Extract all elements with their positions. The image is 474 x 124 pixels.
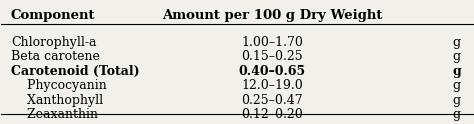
Text: Phycocyanin: Phycocyanin <box>11 79 107 92</box>
Text: 12.0–19.0: 12.0–19.0 <box>241 79 303 92</box>
Text: 0.15–0.25: 0.15–0.25 <box>242 50 303 63</box>
Text: Beta carotene: Beta carotene <box>11 50 100 63</box>
Text: Component: Component <box>11 9 95 22</box>
Text: 0.12–0.20: 0.12–0.20 <box>241 108 303 121</box>
Text: 0.40–0.65: 0.40–0.65 <box>239 65 306 78</box>
Text: Zeaxanthin: Zeaxanthin <box>11 108 98 121</box>
Text: Amount per 100 g Dry Weight: Amount per 100 g Dry Weight <box>162 9 383 22</box>
Text: g: g <box>453 36 461 49</box>
Text: g: g <box>452 65 461 78</box>
Text: g: g <box>453 50 461 63</box>
Text: g: g <box>453 94 461 107</box>
Text: 0.25–0.47: 0.25–0.47 <box>242 94 303 107</box>
Text: g: g <box>453 108 461 121</box>
Text: g: g <box>453 79 461 92</box>
Text: Carotenoid (Total): Carotenoid (Total) <box>11 65 139 78</box>
Text: 1.00–1.70: 1.00–1.70 <box>241 36 303 49</box>
Text: Chlorophyll-a: Chlorophyll-a <box>11 36 96 49</box>
Text: Xanthophyll: Xanthophyll <box>11 94 103 107</box>
